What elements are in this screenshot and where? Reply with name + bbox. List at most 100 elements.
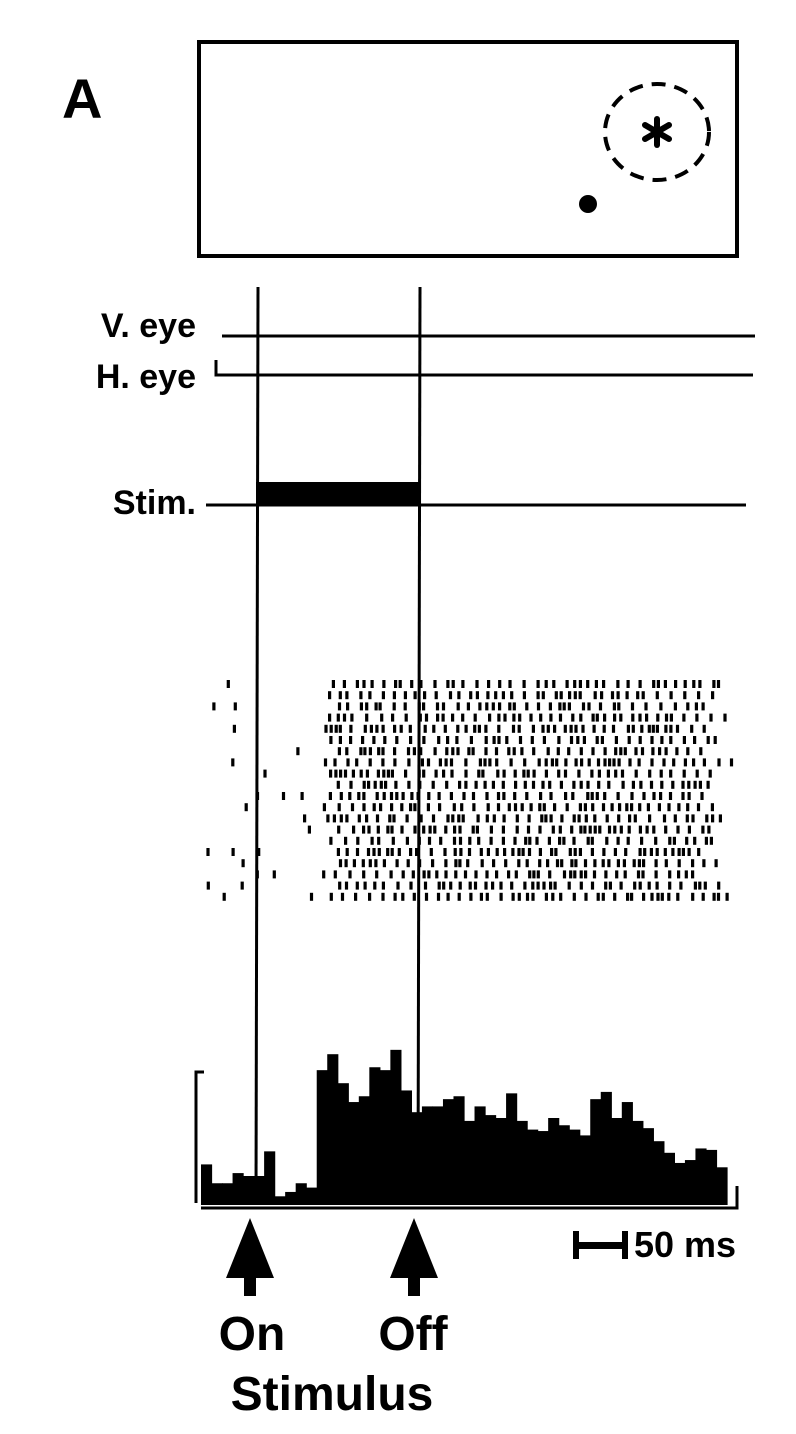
spike-tick (510, 881, 514, 890)
spike-tick (623, 747, 627, 756)
spike-tick (352, 859, 356, 868)
spike-tick (446, 892, 450, 901)
spike-tick (588, 825, 592, 834)
histogram-bar (222, 1183, 234, 1205)
spike-tick (630, 792, 634, 800)
spike-tick (362, 680, 366, 688)
spike-tick (361, 736, 365, 744)
spike-tick (406, 859, 410, 868)
spike-tick (515, 814, 519, 823)
spike-tick (501, 825, 505, 834)
h-eye-label: H. eye (96, 358, 196, 396)
spike-tick (568, 848, 572, 856)
histogram-bar (348, 1102, 360, 1205)
spike-tick (651, 747, 655, 756)
spike-tick (594, 680, 598, 688)
spike-tick (647, 724, 651, 733)
spike-tick (694, 702, 698, 711)
spike-tick (409, 803, 413, 812)
spike-tick (348, 870, 352, 879)
histogram-y-bracket (194, 1070, 204, 1203)
spike-tick (466, 702, 470, 711)
spike-tick (356, 836, 360, 845)
spike-tick (494, 691, 498, 700)
spike-tick (652, 680, 656, 688)
spike-tick (558, 836, 562, 845)
spike-tick (513, 836, 517, 845)
spike-tick (373, 881, 377, 890)
spike-tick (664, 859, 668, 868)
spike-tick (642, 892, 646, 901)
spike-tick (375, 814, 380, 823)
spike-tick (338, 724, 342, 733)
spike-tick (601, 803, 606, 812)
histogram-bar (464, 1120, 476, 1205)
spike-tick (394, 680, 398, 688)
spike-tick (542, 736, 546, 744)
spike-tick (413, 803, 417, 812)
spike-tick (212, 702, 216, 711)
spike-tick (486, 691, 490, 700)
spike-tick (406, 747, 411, 756)
spike-tick (450, 769, 454, 778)
spike-tick (344, 836, 348, 845)
spike-tick (434, 769, 438, 778)
spike-tick (671, 848, 675, 856)
spike-tick (584, 814, 588, 823)
histogram-bar (642, 1128, 654, 1205)
spike-tick (511, 724, 516, 733)
spike-tick (570, 825, 574, 834)
histogram-bar (243, 1176, 255, 1205)
spike-tick (336, 780, 340, 789)
spike-tick (707, 825, 711, 834)
spike-tick (442, 769, 446, 778)
spike-tick (619, 825, 623, 834)
spike-tick (458, 836, 463, 845)
spike-tick (437, 881, 441, 890)
spike-tick (367, 780, 371, 789)
histogram-bar (495, 1118, 507, 1205)
spike-raster (206, 680, 734, 901)
spike-tick (598, 825, 602, 834)
spike-tick (536, 691, 540, 700)
spike-tick (664, 724, 668, 733)
spike-tick (446, 680, 450, 688)
histogram-bar (485, 1115, 497, 1205)
spike-tick (513, 792, 517, 800)
spike-tick (328, 691, 332, 700)
spike-tick (712, 892, 716, 901)
spike-tick (637, 758, 641, 767)
scale-bar (573, 1231, 628, 1259)
spike-tick (567, 702, 571, 711)
spike-tick (496, 769, 500, 778)
spike-tick (716, 680, 721, 688)
spike-tick (489, 825, 493, 834)
spike-tick (379, 803, 383, 812)
spike-tick (349, 724, 353, 733)
spike-tick (296, 747, 300, 756)
spike-tick (449, 758, 454, 767)
spike-tick (550, 848, 554, 856)
spike-tick (439, 836, 443, 845)
spike-tick (546, 859, 550, 868)
spike-tick (422, 825, 426, 834)
spike-tick (492, 814, 496, 823)
spike-tick (681, 792, 685, 800)
spike-tick (529, 803, 533, 812)
spike-tick (531, 724, 535, 733)
spike-tick (627, 736, 631, 744)
spike-tick (338, 881, 342, 890)
spike-tick (631, 713, 635, 722)
spike-tick (527, 848, 532, 856)
spike-tick (515, 825, 519, 834)
spike-tick (328, 792, 332, 800)
spike-tick (586, 780, 590, 789)
spike-tick (388, 814, 392, 823)
spike-tick (495, 758, 499, 767)
spike-tick (359, 747, 363, 756)
spike-tick (370, 836, 374, 845)
spike-tick (513, 803, 518, 812)
histogram-bar (705, 1149, 718, 1205)
spike-tick (435, 870, 439, 879)
spike-tick (511, 848, 515, 856)
